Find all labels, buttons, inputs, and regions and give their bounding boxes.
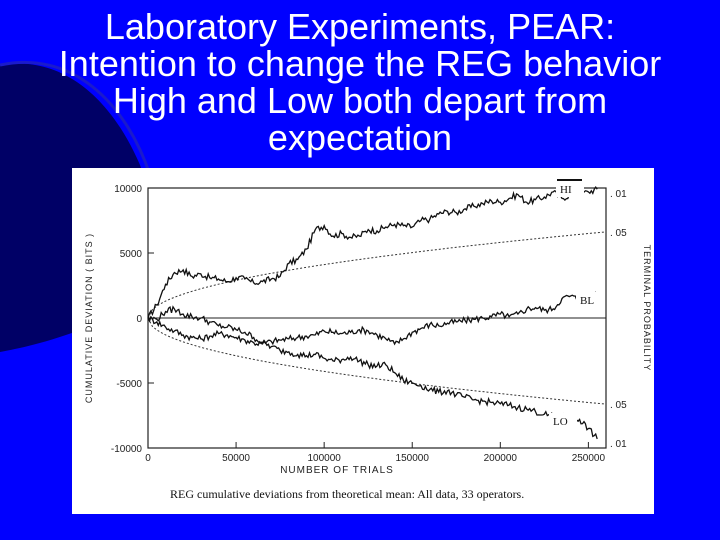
x-axis-label: NUMBER OF TRIALS <box>280 465 394 476</box>
y-tick-label: -10000 <box>111 444 143 455</box>
right-axis-label: TERMINAL PROBABILITY <box>642 245 652 372</box>
x-tick-label: 250000 <box>572 453 606 464</box>
series-line-hi <box>147 185 598 319</box>
series-line-bl <box>147 291 598 347</box>
y-tick-label: 10000 <box>114 184 142 195</box>
y-tick-label: 0 <box>136 314 142 325</box>
series-label-hi: HI <box>560 184 572 196</box>
title-line-3: High and Low both depart from <box>112 80 608 121</box>
x-tick-label: 200000 <box>484 453 518 464</box>
series-label-bg <box>556 181 584 197</box>
right-tick-label: . 01 <box>610 189 627 200</box>
right-tick-label: . 05 <box>610 400 627 411</box>
x-tick-label: 0 <box>145 453 151 464</box>
right-tick-label: . 05 <box>610 228 627 239</box>
x-tick-label: 100000 <box>307 453 341 464</box>
series-label-lo: LO <box>553 416 568 428</box>
slide-title: Laboratory Experiments, PEAR: Intention … <box>0 8 720 156</box>
chart-figure: 10000 5000 0 -5000 -10000 0 50000 100000 150000 2… <box>72 168 654 514</box>
x-tick-label: 50000 <box>222 453 250 464</box>
y-tick-label: 5000 <box>120 249 143 260</box>
series-label-bl: BL <box>580 295 594 307</box>
reference-curve <box>147 231 607 319</box>
title-line-2: Intention to change the REG behavior <box>58 43 662 84</box>
x-tick-label: 150000 <box>396 453 430 464</box>
y-tick-label: -5000 <box>116 379 142 390</box>
series-label-bg <box>549 413 577 429</box>
title-line-1: Laboratory Experiments, PEAR: <box>104 6 616 47</box>
y-axis-label: CUMULATIVE DEVIATION ( BITS ) <box>84 233 94 403</box>
title-line-4: expectation <box>267 117 453 158</box>
chart-caption: REG cumulative deviations from theoretic… <box>170 487 524 501</box>
right-tick-label: . 01 <box>610 439 627 450</box>
series-line-lo <box>147 305 598 440</box>
reference-curve <box>147 317 607 405</box>
swoosh-glow <box>0 60 152 176</box>
series-label-bg <box>576 292 604 308</box>
